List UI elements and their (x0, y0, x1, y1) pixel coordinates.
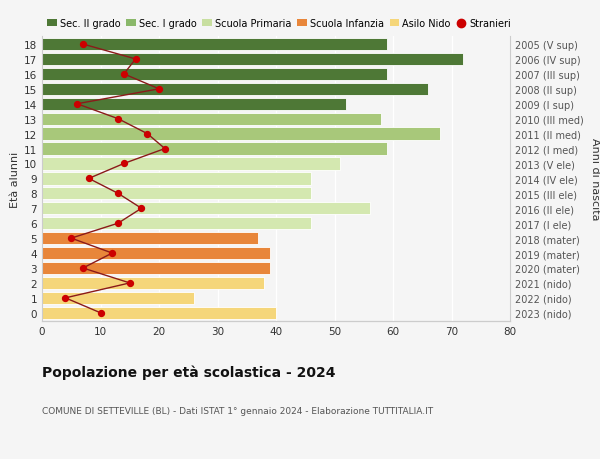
Point (143, 131, 152, 138)
Y-axis label: Anni di nascita: Anni di nascita (590, 138, 600, 220)
Point (96, 309, 106, 317)
Point (61, 295, 70, 302)
Legend: Sec. II grado, Sec. I grado, Scuola Primaria, Scuola Infanzia, Asilo Nido, Stran: Sec. II grado, Sec. I grado, Scuola Prim… (47, 19, 511, 29)
Point (67, 235, 76, 242)
Bar (42, 262, 270, 274)
Text: COMUNE DI SETTEVILLE (BL) - Dati ISTAT 1° gennaio 2024 - Elaborazione TUTTITALIA: COMUNE DI SETTEVILLE (BL) - Dati ISTAT 1… (42, 406, 433, 415)
Bar (42, 113, 382, 125)
Bar (42, 218, 311, 230)
Bar (42, 203, 370, 215)
Text: Popolazione per età scolastica - 2024: Popolazione per età scolastica - 2024 (42, 365, 335, 380)
Point (73, 101, 82, 108)
Bar (42, 143, 387, 155)
Point (84, 175, 94, 183)
Point (137, 205, 146, 213)
Bar (42, 158, 340, 170)
Bar (42, 247, 270, 260)
Point (119, 161, 129, 168)
Bar (42, 98, 346, 111)
Point (113, 116, 123, 123)
Point (78, 265, 88, 272)
Point (125, 280, 134, 287)
Point (119, 71, 129, 78)
Bar (42, 292, 194, 304)
Bar (42, 84, 428, 96)
Point (107, 250, 117, 257)
Bar (42, 188, 311, 200)
Bar (42, 307, 276, 319)
Point (131, 56, 140, 63)
Bar (42, 128, 440, 140)
Point (160, 146, 170, 153)
Bar (42, 68, 387, 81)
Bar (42, 277, 265, 290)
Point (154, 86, 164, 93)
Bar (42, 233, 259, 245)
Point (78, 41, 88, 49)
Y-axis label: Età alunni: Età alunni (10, 151, 20, 207)
Point (113, 190, 123, 197)
Bar (42, 39, 387, 51)
Bar (42, 173, 311, 185)
Point (113, 220, 123, 227)
Bar (42, 54, 463, 66)
